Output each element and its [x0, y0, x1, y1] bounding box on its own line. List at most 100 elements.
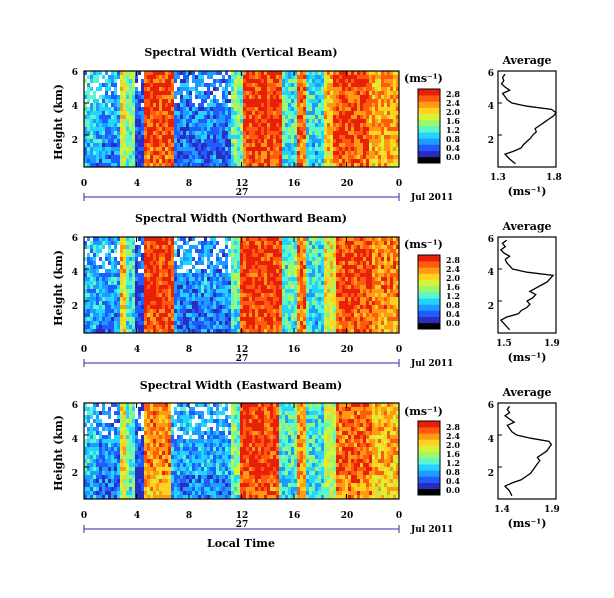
heatmap-cell: [237, 75, 241, 80]
heatmap-cell: [309, 249, 313, 254]
heatmap-cell: [315, 147, 319, 152]
heatmap-cell: [258, 163, 262, 168]
heatmap-cell: [147, 269, 151, 274]
heatmap-cell: [213, 253, 217, 258]
heatmap-cell: [363, 261, 367, 266]
heatmap-cell: [342, 241, 346, 246]
heatmap-cell: [135, 293, 139, 298]
heatmap-cell: [120, 309, 124, 314]
heatmap-cell: [249, 79, 253, 84]
heatmap-cell: [228, 309, 232, 314]
heatmap-cell: [270, 123, 274, 128]
heatmap-cell: [375, 147, 379, 152]
heatmap-cell: [204, 123, 208, 128]
heatmap-cell: [369, 123, 373, 128]
heatmap-cell: [219, 159, 223, 164]
heatmap-cell: [312, 309, 316, 314]
heatmap-cell: [186, 147, 190, 152]
heatmap-cell: [141, 143, 145, 148]
heatmap-cell: [366, 321, 370, 326]
heatmap-cell: [243, 293, 247, 298]
heatmap-cell: [147, 305, 151, 310]
heatmap-cell: [261, 277, 265, 282]
heatmap-cell: [234, 83, 238, 88]
heatmap-cell: [99, 249, 103, 254]
heatmap-cell: [171, 151, 175, 156]
heatmap-cell: [366, 245, 370, 250]
heatmap-cell: [312, 159, 316, 164]
heatmap-cell: [282, 325, 286, 330]
heatmap-cell: [378, 91, 382, 96]
heatmap-cell: [243, 313, 247, 318]
heatmap-cell: [183, 71, 187, 76]
heatmap-cell: [219, 163, 223, 168]
heatmap-cell: [369, 237, 373, 242]
heatmap-cell: [252, 91, 256, 96]
heatmap-cell: [279, 277, 283, 282]
heatmap-cell: [216, 313, 220, 318]
heatmap-cell: [186, 83, 190, 88]
heatmap-cell: [198, 253, 202, 258]
heatmap-cell: [333, 273, 337, 278]
heatmap-cell: [195, 115, 199, 120]
heatmap-cell: [354, 313, 358, 318]
heatmap-cell: [234, 139, 238, 144]
heatmap-cell: [294, 139, 298, 144]
heatmap-cell: [87, 309, 91, 314]
heatmap-cell: [198, 139, 202, 144]
heatmap-cell: [156, 155, 160, 160]
panel-title: Spectral Width (Northward Beam): [135, 212, 347, 225]
heatmap-cell: [306, 119, 310, 124]
heatmap-cell: [129, 75, 133, 80]
heatmap-cell: [144, 289, 148, 294]
heatmap-cell: [330, 289, 334, 294]
heatmap-cell: [129, 257, 133, 262]
heatmap-cell: [321, 71, 325, 76]
heatmap-cell: [339, 321, 343, 326]
heatmap-cell: [231, 261, 235, 266]
heatmap-cell: [345, 95, 349, 100]
heatmap-cell: [333, 151, 337, 156]
heatmap-cell: [153, 245, 157, 250]
heatmap-cell: [153, 91, 157, 96]
heatmap-cell: [315, 75, 319, 80]
heatmap-cell: [105, 75, 109, 80]
heatmap-cell: [381, 257, 385, 262]
heatmap-cell: [354, 75, 358, 80]
heatmap-cell: [279, 281, 283, 286]
heatmap-cell: [309, 71, 313, 76]
heatmap-cell: [309, 237, 313, 242]
heatmap-cell: [249, 237, 253, 242]
heatmap-cell: [171, 321, 175, 326]
heatmap-cell: [390, 103, 394, 108]
heatmap-cell: [171, 249, 175, 254]
heatmap-cell: [321, 321, 325, 326]
heatmap-cell: [108, 245, 112, 250]
heatmap-cell: [309, 103, 313, 108]
heatmap-cell: [135, 253, 139, 258]
heatmap-cell: [147, 91, 151, 96]
heatmap-cell: [114, 131, 118, 136]
heatmap-cell: [375, 285, 379, 290]
heatmap-cell: [105, 135, 109, 140]
heatmap-cell: [141, 321, 145, 326]
heatmap-cell: [153, 135, 157, 140]
heatmap-cell: [234, 103, 238, 108]
heatmap-cell: [237, 253, 241, 258]
heatmap-cell: [126, 131, 130, 136]
heatmap-cell: [309, 127, 313, 132]
heatmap-cell: [267, 257, 271, 262]
heatmap-cell: [390, 151, 394, 156]
heatmap-cell: [276, 99, 280, 104]
heatmap-cell: [276, 159, 280, 164]
heatmap-cell: [162, 163, 166, 168]
heatmap-cell: [321, 135, 325, 140]
heatmap-cell: [318, 71, 322, 76]
heatmap-cell: [339, 91, 343, 96]
heatmap-cell: [192, 293, 196, 298]
heatmap-cell: [147, 127, 151, 132]
heatmap-cell: [210, 245, 214, 250]
heatmap-cell: [246, 127, 250, 132]
heatmap-cell: [123, 127, 127, 132]
heatmap-cell: [156, 277, 160, 282]
